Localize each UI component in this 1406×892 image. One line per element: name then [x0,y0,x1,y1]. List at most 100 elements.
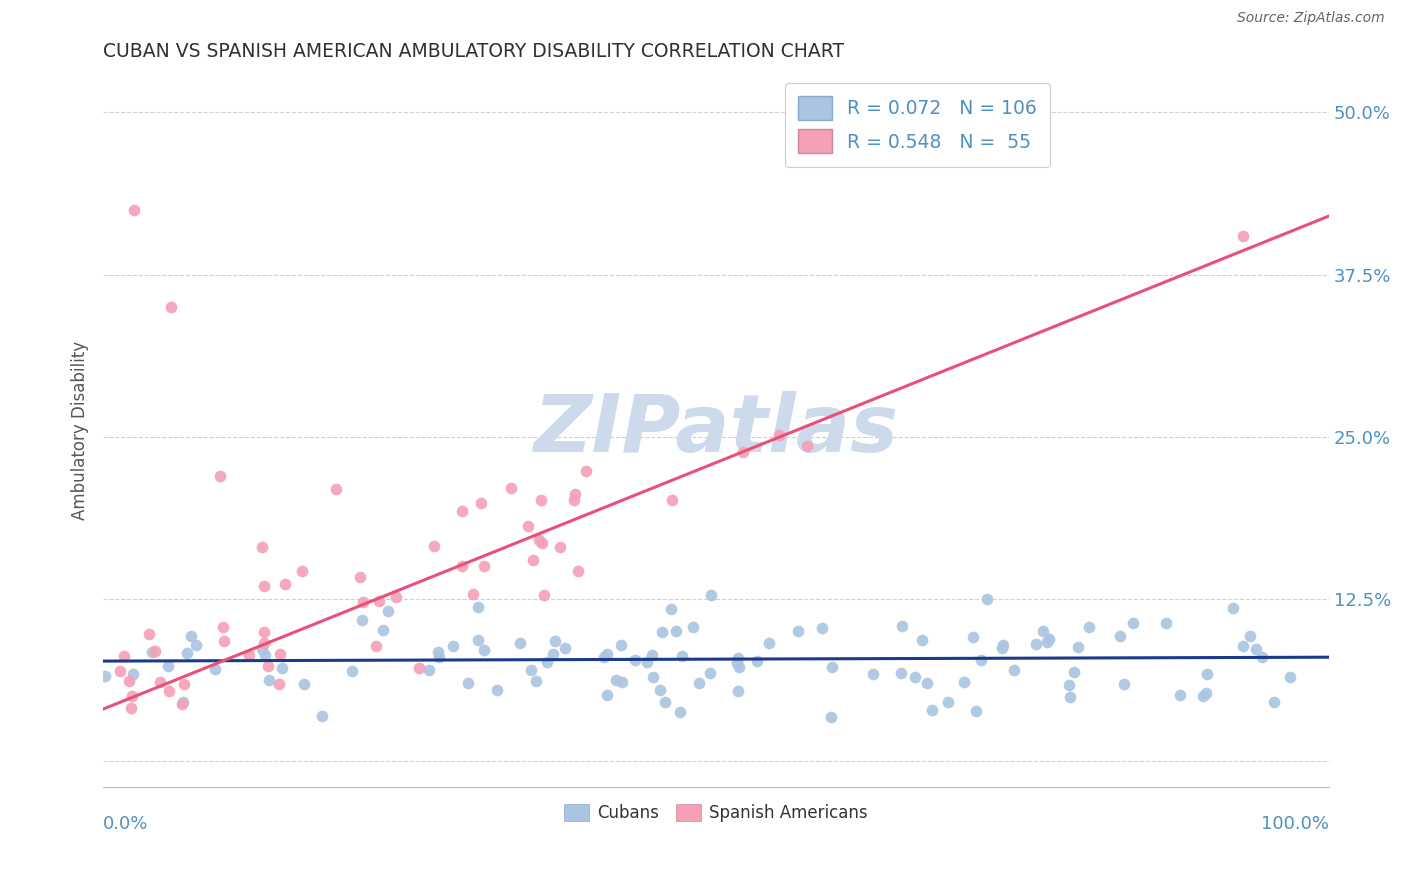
Point [654,695,676,709]
Point [1059,690,1081,705]
Text: CUBAN VS SPANISH AMERICAN AMBULATORY DISABILITY CORRELATION CHART: CUBAN VS SPANISH AMERICAN AMBULATORY DIS… [103,42,844,61]
Point [624,653,647,667]
Point [1002,664,1025,678]
Point [962,631,984,645]
Point [180,629,202,643]
Point [311,709,333,723]
Point [605,673,627,687]
Point [682,620,704,634]
Point [270,661,292,675]
Point [250,641,273,656]
Point [1251,650,1274,665]
Point [1192,689,1215,703]
Point [862,666,884,681]
Point [112,649,135,664]
Point [993,638,1015,652]
Text: 0.0%: 0.0% [103,815,149,833]
Point [367,593,389,607]
Point [172,695,194,709]
Point [408,661,430,675]
Point [252,624,274,639]
Point [1032,624,1054,638]
Point [118,673,141,688]
Point [467,599,489,614]
Point [485,683,508,698]
Point [917,676,939,690]
Point [530,493,553,508]
Point [274,577,297,591]
Point [1122,616,1144,631]
Point [1232,640,1254,654]
Point [461,587,484,601]
Point [184,638,207,652]
Point [1232,228,1254,243]
Point [636,655,658,669]
Point [340,665,363,679]
Point [661,493,683,508]
Point [451,504,474,518]
Point [1278,669,1301,683]
Point [651,624,673,639]
Point [94,669,117,683]
Point [595,647,617,661]
Point [699,665,721,680]
Point [1063,665,1085,679]
Point [768,427,790,442]
Point [641,670,664,684]
Point [610,675,633,690]
Point [727,651,749,665]
Point [659,602,682,616]
Text: Source: ZipAtlas.com: Source: ZipAtlas.com [1237,11,1385,25]
Point [575,464,598,478]
Point [953,674,976,689]
Point [745,654,768,668]
Point [457,676,479,690]
Point [122,667,145,681]
Point [501,481,523,495]
Legend: Cubans, Spanish Americans: Cubans, Spanish Americans [557,797,875,829]
Point [936,695,959,709]
Point [253,648,276,663]
Point [921,703,943,717]
Point [257,673,280,688]
Point [325,482,347,496]
Point [253,636,276,650]
Point [554,641,576,656]
Point [758,636,780,650]
Point [641,648,664,662]
Point [665,624,688,639]
Point [349,570,371,584]
Point [700,588,723,602]
Point [1195,686,1218,700]
Point [1067,640,1090,655]
Point [423,539,446,553]
Point [650,683,672,698]
Point [544,634,567,648]
Point [548,540,571,554]
Point [427,645,450,659]
Point [121,690,143,704]
Point [564,492,586,507]
Point [120,701,142,715]
Point [377,604,399,618]
Point [122,202,145,217]
Point [149,674,172,689]
Point [204,661,226,675]
Point [733,445,755,459]
Point [688,676,710,690]
Point [911,632,934,647]
Point [820,710,842,724]
Point [890,666,912,681]
Point [470,496,492,510]
Point [517,519,540,533]
Point [253,579,276,593]
Point [291,564,314,578]
Point [143,644,166,658]
Point [1114,677,1136,691]
Point [159,300,181,314]
Point [212,634,235,648]
Point [891,619,914,633]
Point [671,648,693,663]
Point [1036,635,1059,649]
Point [467,632,489,647]
